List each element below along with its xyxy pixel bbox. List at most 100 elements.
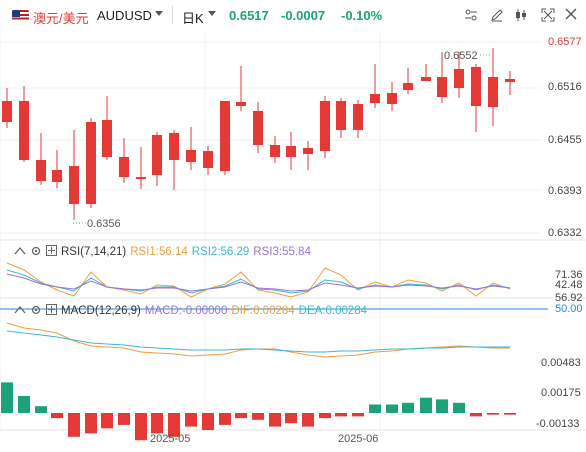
candle-body xyxy=(236,102,246,106)
rsi1-value: RSI1:56.14 xyxy=(130,246,188,258)
y-tick-label: 0.6577 xyxy=(548,36,582,48)
candle-body xyxy=(119,157,129,177)
macd-bar xyxy=(202,413,214,430)
close-icon[interactable] xyxy=(563,8,579,24)
rsi1-line xyxy=(6,262,511,298)
dea-line xyxy=(6,330,510,353)
x-tick-label: 2025-05 xyxy=(150,433,190,445)
candle-body xyxy=(52,170,62,182)
candle-body xyxy=(471,67,481,106)
macd-bar xyxy=(135,413,147,441)
gear-icon[interactable] xyxy=(30,245,42,260)
macd-bar xyxy=(269,413,281,427)
candle-body xyxy=(186,150,196,162)
dif-value: DIF:0.00284 xyxy=(231,305,295,317)
candle-body xyxy=(505,79,515,82)
candle-body xyxy=(336,101,346,130)
fullscreen-icon[interactable] xyxy=(540,8,556,24)
macd-bar xyxy=(453,402,465,413)
macd-bar xyxy=(168,413,180,437)
high-price-label: 0.6552 xyxy=(444,50,478,62)
last-price: 0.6517 xyxy=(229,8,269,23)
rsi3-value: RSI3:55.84 xyxy=(253,246,311,258)
candle-body xyxy=(353,104,363,130)
macd-bar xyxy=(118,413,130,425)
macd-bar xyxy=(18,396,30,413)
candle-body xyxy=(2,101,12,122)
candle-body xyxy=(253,111,263,145)
macd-bar xyxy=(352,413,364,417)
candle-body xyxy=(19,101,29,160)
macd-histogram xyxy=(1,382,516,441)
macd-bar xyxy=(85,413,97,434)
expand-icon[interactable] xyxy=(46,304,57,318)
macd-bar xyxy=(252,413,264,420)
y-tick-label: 0.6455 xyxy=(548,134,582,146)
symbol-selector[interactable]: AUDUSD xyxy=(97,8,152,23)
macd-bar xyxy=(285,413,297,424)
macd-bar xyxy=(1,382,13,413)
chevron-down-icon[interactable] xyxy=(208,11,216,16)
chart-grid xyxy=(0,32,586,431)
macd-lines xyxy=(6,322,510,358)
rsi2-line xyxy=(6,269,511,294)
candle-type-icon[interactable] xyxy=(513,8,529,24)
macd-bar xyxy=(151,413,163,434)
rsi-legend: RSI(7,14,21) RSI1:56.14 RSI2:56.29 RSI3:… xyxy=(0,244,315,260)
collapse-icon[interactable] xyxy=(14,305,26,317)
candle-body xyxy=(370,94,380,103)
draw-pen-icon[interactable] xyxy=(489,8,505,24)
macd-bar xyxy=(369,404,381,413)
y-tick-label: 0.6516 xyxy=(548,81,582,93)
candlesticks xyxy=(2,48,515,220)
macd-bar xyxy=(386,404,398,413)
candle-body xyxy=(203,151,213,168)
rsi-tick-label: 42.48 xyxy=(555,279,583,291)
macd-bar xyxy=(302,413,314,427)
macd-bar xyxy=(335,413,347,417)
macd-bar xyxy=(51,413,63,419)
y-tick-label: 0.6332 xyxy=(548,227,582,239)
macd-tick-label: -0.00133 xyxy=(536,418,579,430)
macd-bar xyxy=(319,413,331,419)
candle-body xyxy=(437,77,447,97)
macd-name: MACD(12,26,9) xyxy=(61,305,141,317)
macd-bar xyxy=(219,413,231,425)
candle-body xyxy=(86,122,96,204)
macd-legend: MACD(12,26,9) MACD:-0.00000 DIF:0.00284 … xyxy=(0,303,371,319)
candle-body xyxy=(286,146,296,157)
timeframe-selector[interactable]: 日K xyxy=(182,11,204,26)
gear-icon[interactable] xyxy=(30,304,42,319)
macd-bar xyxy=(235,413,247,419)
expand-icon[interactable] xyxy=(46,245,57,259)
price-change: -0.0007 xyxy=(281,8,326,23)
macd-tick-label: 0.00483 xyxy=(541,357,581,369)
candle-body xyxy=(69,166,79,204)
pair-cn-name: 澳元/美元 xyxy=(33,11,89,26)
collapse-icon[interactable] xyxy=(14,246,26,258)
rsi-tick-label: 56.92 xyxy=(555,292,583,304)
macd-value: MACD:-0.00000 xyxy=(144,305,228,317)
macd-tick-label: 0.00175 xyxy=(541,387,581,399)
chevron-down-icon[interactable] xyxy=(155,11,163,16)
candle-body xyxy=(421,77,431,81)
rsi-tick-label: 71.36 xyxy=(555,269,583,281)
low-price-label: 0.6356 xyxy=(87,218,121,230)
price-change-pct: -0.10% xyxy=(341,8,383,23)
macd-bar xyxy=(420,397,432,413)
macd-bar xyxy=(35,406,47,413)
flag-icon xyxy=(12,10,29,22)
candle-body xyxy=(152,135,162,175)
candle-body xyxy=(270,145,280,157)
rsi-tick-label-50: 50.00 xyxy=(555,303,583,315)
candle-body xyxy=(303,148,313,154)
candle-body xyxy=(169,133,179,160)
macd-bar xyxy=(470,413,482,417)
candle-body xyxy=(102,120,112,157)
rsi2-value: RSI2:56.29 xyxy=(191,246,250,258)
y-tick-label: 0.6393 xyxy=(548,185,582,197)
candle-body xyxy=(387,93,397,104)
dif-line xyxy=(6,322,510,358)
indicator-settings-icon[interactable] xyxy=(463,8,479,24)
